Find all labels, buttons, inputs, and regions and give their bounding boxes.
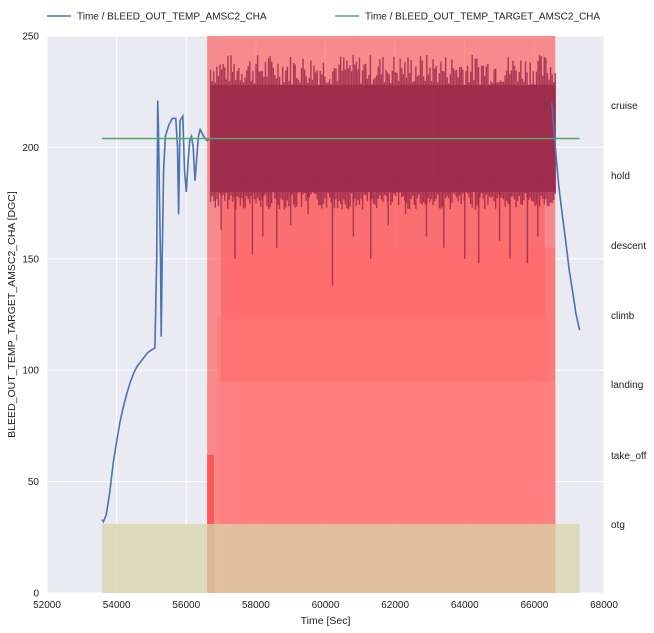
legend-label-2: Time / BLEED_OUT_TEMP_TARGET_AMSC2_CHA xyxy=(365,12,600,23)
series-line-1 xyxy=(101,100,212,524)
y-tick-label: 0 xyxy=(33,589,39,600)
tick-labels: 52000 54000 56000 58000 60000 62000 64000 66000… xyxy=(22,32,618,612)
phase-label-descent: descent xyxy=(611,241,646,252)
legend-label-1: Time / BLEED_OUT_TEMP_AMSC2_CHA xyxy=(77,12,267,23)
series-line-1-tail xyxy=(551,102,581,331)
y-tick-label: 200 xyxy=(22,143,39,154)
x-tick-label: 52000 xyxy=(33,600,61,611)
series-lines xyxy=(101,100,581,524)
x-tick-label: 62000 xyxy=(381,600,409,611)
x-tick-label: 68000 xyxy=(590,600,618,611)
x-tick-label: 64000 xyxy=(451,600,479,611)
x-tick-label: 60000 xyxy=(312,600,340,611)
y-tick-label: 150 xyxy=(22,254,39,265)
phase-label-hold: hold xyxy=(611,171,630,182)
phase-label-cruise: cruise xyxy=(611,101,638,112)
x-axis-label: Time [Sec] xyxy=(301,615,351,627)
y-tick-label: 250 xyxy=(22,32,39,43)
x-tick-label: 66000 xyxy=(520,600,548,611)
phase-band-otg xyxy=(102,523,580,593)
phase-label-take_off: take_off xyxy=(611,451,647,462)
phase-label-climb: climb xyxy=(611,311,635,322)
y-tick-label: 100 xyxy=(22,366,39,377)
phase-label-landing: landing xyxy=(611,380,643,391)
y-axis-label: BLEED_OUT_TEMP_TARGET_AMSC2_CHA [DGC] xyxy=(6,191,18,438)
phase-label-otg: otg xyxy=(611,520,625,531)
x-tick-label: 54000 xyxy=(103,600,131,611)
x-tick-label: 58000 xyxy=(242,600,270,611)
x-tick-label: 56000 xyxy=(172,600,200,611)
legend: Time / BLEED_OUT_TEMP_AMSC2_CHA Time / BL… xyxy=(47,12,600,23)
y-tick-label: 50 xyxy=(28,477,40,488)
